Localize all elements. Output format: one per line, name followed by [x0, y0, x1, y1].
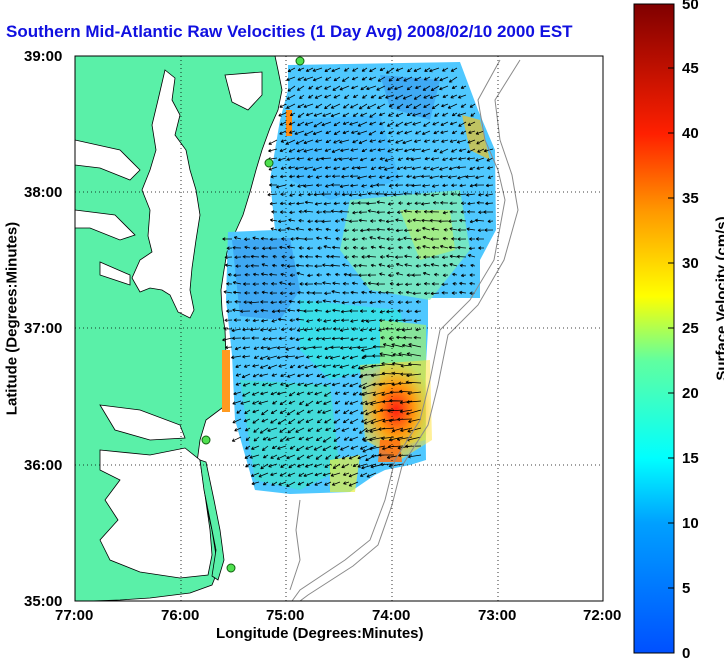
- colorbar-tick: 25: [682, 320, 699, 337]
- y-tick: 37:00: [24, 320, 62, 337]
- colorbar-tick: 40: [682, 125, 699, 142]
- y-tick: 38:00: [24, 184, 62, 201]
- colorbar-tick: 20: [682, 385, 699, 402]
- colorbar-tick: 0: [682, 645, 690, 662]
- colorbar-tick: 10: [682, 515, 699, 532]
- x-tick: 74:00: [372, 607, 410, 624]
- colorbar-tick: 45: [682, 60, 699, 77]
- colorbar-tick: 50: [682, 0, 699, 13]
- sound-water: [100, 448, 212, 578]
- x-tick: 77:00: [55, 607, 93, 624]
- colorbar-tick: 15: [682, 450, 699, 467]
- x-tick: 73:00: [478, 607, 516, 624]
- colorbar-label: Surface Velocity (cm/s): [714, 199, 724, 399]
- x-tick: 76:00: [161, 607, 199, 624]
- colorbar-tick: 5: [682, 580, 690, 597]
- colorbar-tick: 35: [682, 190, 699, 207]
- colorbar-tick: 30: [682, 255, 699, 272]
- x-tick: 72:00: [583, 607, 621, 624]
- y-tick: 39:00: [24, 48, 62, 65]
- y-axis-label: Latitude (Degrees:Minutes): [4, 219, 21, 419]
- x-tick: 75:00: [266, 607, 304, 624]
- x-axis-label: Longitude (Degrees:Minutes): [216, 625, 424, 642]
- y-tick: 36:00: [24, 457, 62, 474]
